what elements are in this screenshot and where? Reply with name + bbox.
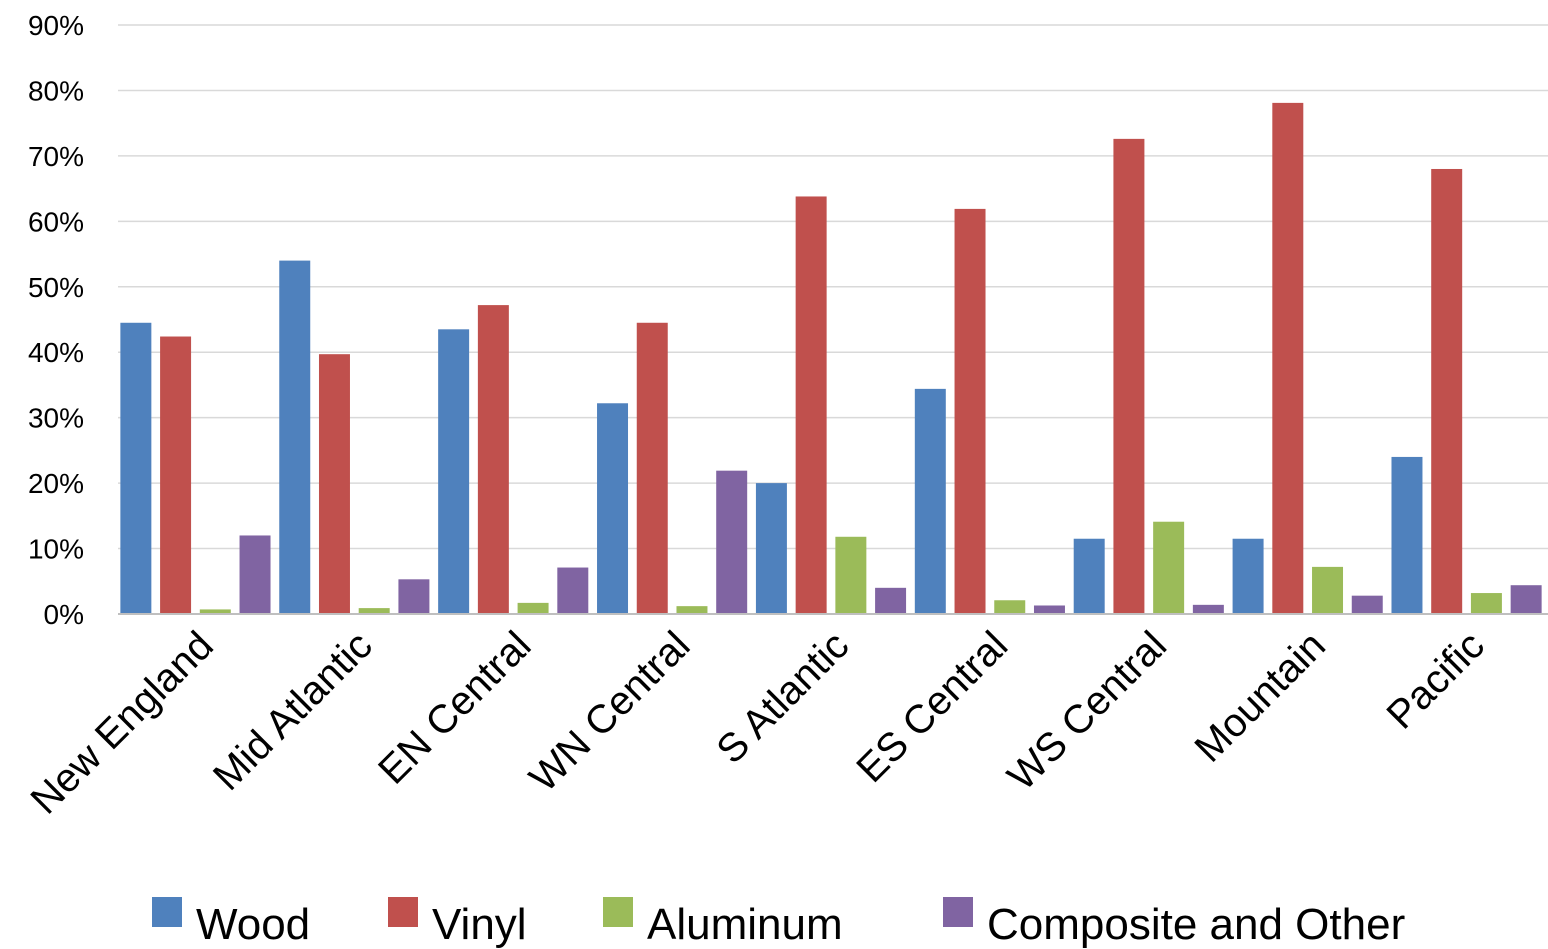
bar-wood-s-atlantic xyxy=(755,483,787,614)
y-tick-label: 40% xyxy=(28,337,84,368)
legend-label: Aluminum xyxy=(647,900,843,949)
x-category-label: New England xyxy=(22,623,221,822)
bar-vinyl-en-central xyxy=(477,305,509,614)
y-tick-label: 50% xyxy=(28,272,84,303)
y-tick-label: 20% xyxy=(28,468,84,499)
legend-label: Wood xyxy=(196,900,310,949)
x-category-label: Mid Atlantic xyxy=(205,623,381,799)
y-tick-label: 0% xyxy=(44,599,84,630)
gridlines xyxy=(118,24,1548,550)
bar-wood-mid-atlantic xyxy=(279,260,311,614)
bar-wood-es-central xyxy=(914,388,946,614)
y-tick-label: 30% xyxy=(28,403,84,434)
bar-composite-and-other-en-central xyxy=(557,567,589,614)
bar-wood-pacific xyxy=(1391,456,1423,614)
bar-wood-ws-central xyxy=(1073,538,1105,614)
y-tick-label: 70% xyxy=(28,141,84,172)
bar-aluminum-s-atlantic xyxy=(835,536,867,614)
bar-vinyl-es-central xyxy=(954,208,986,614)
legend-swatch xyxy=(603,897,633,927)
bar-vinyl-new-england xyxy=(160,336,192,614)
x-category-label: ES Central xyxy=(848,623,1016,791)
bar-aluminum-en-central xyxy=(517,602,549,614)
legend-swatch xyxy=(388,897,418,927)
bar-aluminum-wn-central xyxy=(676,606,708,614)
bar-wood-wn-central xyxy=(597,403,629,614)
legend-label: Composite and Other xyxy=(987,900,1405,949)
bar-composite-and-other-wn-central xyxy=(716,470,748,614)
x-category-label: WN Central xyxy=(521,623,698,800)
bar-wood-mountain xyxy=(1232,538,1264,614)
bar-aluminum-new-england xyxy=(199,609,231,614)
bar-composite-and-other-pacific xyxy=(1510,585,1542,614)
bar-aluminum-ws-central xyxy=(1153,521,1185,614)
bar-composite-and-other-s-atlantic xyxy=(875,587,907,614)
bar-vinyl-s-atlantic xyxy=(795,196,827,614)
bar-vinyl-mid-atlantic xyxy=(318,354,350,614)
bars xyxy=(120,102,1542,614)
x-category-label: EN Central xyxy=(370,623,539,792)
y-tick-label: 80% xyxy=(28,75,84,106)
y-tick-label: 90% xyxy=(28,10,84,41)
legend-item: Wood xyxy=(152,897,310,949)
legend-swatch xyxy=(152,897,182,927)
bar-vinyl-ws-central xyxy=(1113,138,1145,614)
x-category-label: Pacific xyxy=(1379,623,1493,737)
bar-wood-en-central xyxy=(438,329,470,614)
legend: Wood Vinyl Aluminum Composite and Other xyxy=(152,897,1405,949)
bar-composite-and-other-new-england xyxy=(239,535,271,614)
bar-composite-and-other-ws-central xyxy=(1192,604,1224,614)
bar-vinyl-pacific xyxy=(1431,168,1463,614)
legend-item: Aluminum xyxy=(603,897,843,949)
x-category-label: WS Central xyxy=(999,623,1175,799)
x-category-label: S Atlantic xyxy=(708,623,857,772)
legend-label: Vinyl xyxy=(432,900,527,949)
bar-aluminum-es-central xyxy=(994,600,1026,614)
legend-swatch xyxy=(943,897,973,927)
y-tick-label: 10% xyxy=(28,534,84,565)
bar-composite-and-other-mountain xyxy=(1351,595,1383,614)
bar-vinyl-mountain xyxy=(1272,102,1304,614)
x-category-label: Mountain xyxy=(1187,623,1334,770)
bar-wood-new-england xyxy=(120,322,152,614)
bar-vinyl-wn-central xyxy=(636,322,668,614)
y-axis-tick-labels: 0% 10% 20% 30% 40% 50% 60% 70% 80% 90% xyxy=(28,10,84,630)
bar-composite-and-other-mid-atlantic xyxy=(398,579,430,614)
legend-item: Composite and Other xyxy=(943,897,1405,949)
bar-composite-and-other-es-central xyxy=(1033,605,1065,614)
bar-aluminum-mid-atlantic xyxy=(358,608,390,614)
y-tick-label: 60% xyxy=(28,206,84,237)
legend-item: Vinyl xyxy=(388,897,527,949)
bar-aluminum-mountain xyxy=(1312,566,1344,614)
bar-aluminum-pacific xyxy=(1470,593,1502,614)
